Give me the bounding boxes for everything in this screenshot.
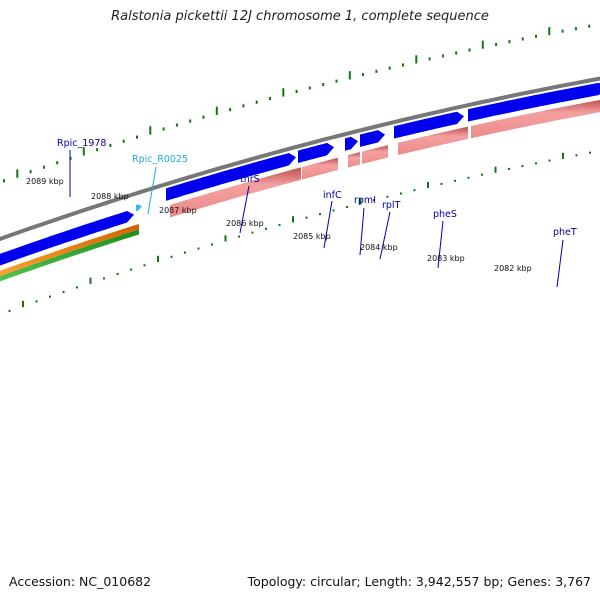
gene-label-phet[interactable]: pheT [553,227,577,238]
rna-arrow [136,204,142,212]
kbp-label: 2089 kbp [26,177,64,186]
outer-tick-ring [8,151,591,313]
kbp-label: 2086 kbp [226,219,264,228]
gene-labels: Rpic_1978 Rpic_R0025 thrS infC rpmI rplT… [57,138,577,288]
gene-leader-line [323,200,333,249]
gene-band [170,167,301,218]
kbp-label: 2082 kbp [494,264,532,273]
kbp-label: 2088 kbp [91,192,129,201]
gene-band [348,152,360,168]
gene-label-phes[interactable]: pheS [433,209,457,220]
gene-leader-line [437,220,444,269]
cds-arrow [394,111,464,139]
gene-band [398,126,468,156]
gene-leader-line [147,166,157,215]
gene-leader-line [379,211,391,260]
cds-arrow [166,153,296,201]
gene-band [362,145,388,164]
cds-arrow [345,136,358,151]
backbone-line [0,76,600,242]
kbp-label: 2087 kbp [159,206,197,215]
gene-leader-line [556,239,564,288]
kbp-labels: 2089 kbp 2088 kbp 2087 kbp 2086 kbp 2085… [26,177,532,273]
accession-label: Accession: NC_010682 [9,574,152,589]
kbp-label: 2085 kbp [293,232,331,241]
gene-band [471,99,600,139]
gene-leader-line [239,185,250,234]
gene-label-rplt[interactable]: rplT [382,200,401,211]
gene-label-rpmi[interactable]: rpmI [354,195,376,206]
inner-tick-ring [3,24,591,183]
gene-leader-line [359,207,365,256]
gene-label-rpic-1978[interactable]: Rpic_1978 [57,138,106,149]
kbp-label: 2083 kbp [427,254,465,263]
cds-arrow [0,211,134,266]
map-title: Ralstonia pickettii 12J chromosome 1, co… [111,9,489,24]
gene-band [302,157,338,180]
gene-label-rpic-r0025[interactable]: Rpic_R0025 [132,154,188,165]
gene-label-infc[interactable]: infC [323,190,342,201]
kbp-label: 2084 kbp [360,243,398,252]
cds-arrow [360,130,385,147]
feature-track [0,82,600,282]
cds-arrow [298,142,334,163]
feature-band [0,224,139,277]
cds-arrow [468,82,600,122]
feature-band [0,229,139,282]
topology-summary: Topology: circular; Length: 3,942,557 bp… [247,574,591,589]
gene-label-thrs[interactable]: thrS [240,174,260,185]
backbone-ring [0,76,600,242]
